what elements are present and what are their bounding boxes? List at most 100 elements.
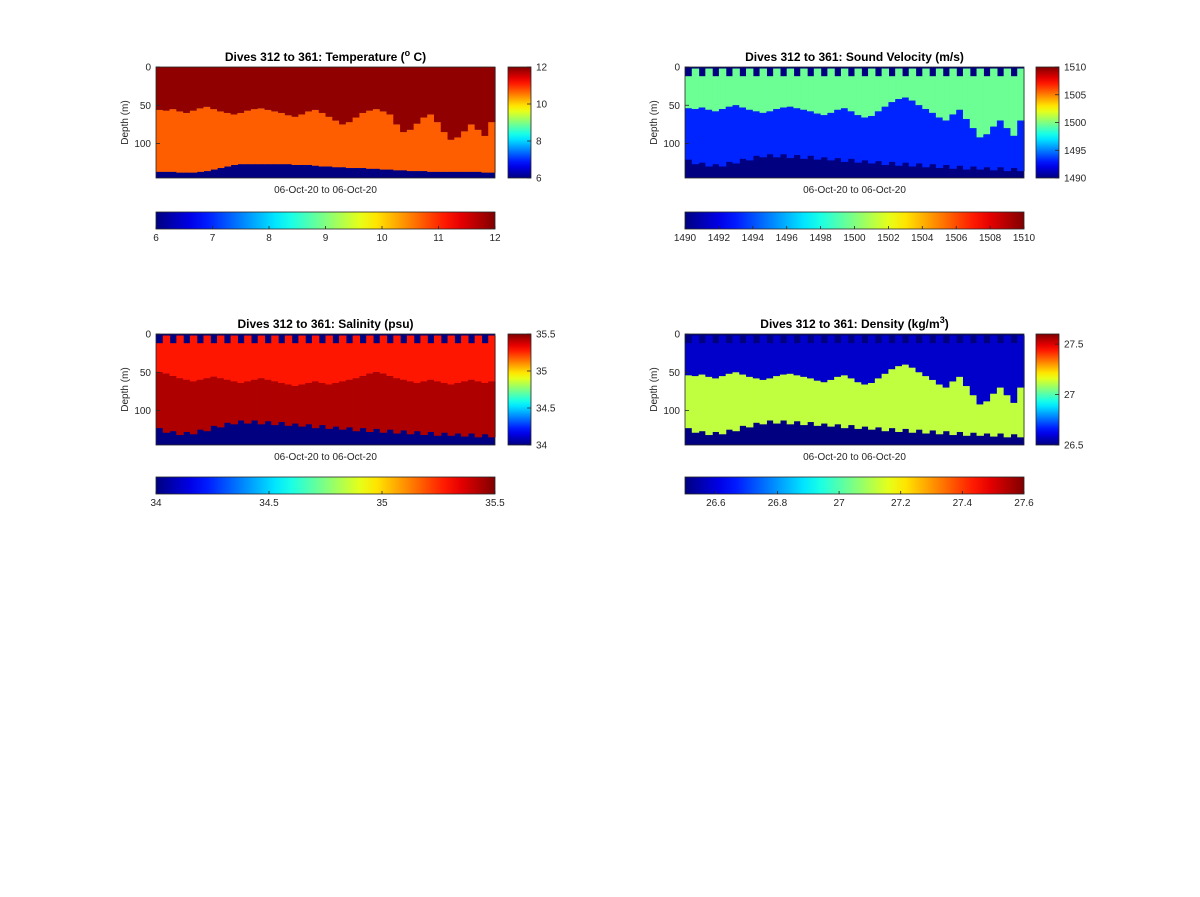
heatmap-cell-lower (990, 126, 998, 171)
heatmap-cell-upper (759, 335, 767, 380)
heatmap-cell-lower (278, 112, 286, 165)
y-tick-label: 0 (145, 63, 151, 74)
heatmap-cell-upper (284, 335, 293, 385)
heatmap-cell-lower (834, 109, 842, 159)
heatmap-cell-upper (820, 343, 828, 383)
heatmap-cell-upper (786, 68, 795, 107)
heatmap-cell-upper (264, 343, 272, 380)
heatmap-cell-lower (393, 378, 401, 434)
heatmap-cell-upper (691, 335, 700, 377)
heatmap-cell-upper (779, 76, 788, 108)
heatmap-cell-upper (759, 68, 767, 113)
heatmap-cell-lower (786, 106, 795, 159)
y-tick-label: 0 (674, 63, 680, 74)
heatmap-cell-upper (461, 67, 469, 132)
heatmap-cell-lower (969, 395, 978, 433)
heatmap-cell-lower (739, 107, 747, 159)
bottom-colorbar-tick-label: 27.6 (1014, 498, 1034, 509)
heatmap-cell-upper (949, 68, 957, 115)
heatmap-cell-upper (895, 68, 903, 100)
heatmap-cell-upper (162, 335, 171, 374)
heatmap-cell-lower (929, 112, 937, 165)
heatmap-cell-lower (244, 381, 252, 424)
heatmap-cell-upper (840, 335, 849, 376)
heatmap-cell-upper (868, 335, 876, 383)
heatmap-cell-lower (881, 106, 889, 165)
heatmap-cell-lower (257, 108, 266, 165)
side-colorbar (507, 66, 532, 179)
heatmap-cell-lower (746, 376, 754, 428)
heatmap-cell-upper (169, 343, 177, 377)
heatmap-cell-upper (217, 67, 225, 112)
heatmap-cell-lower (990, 393, 998, 437)
heatmap-cell-lower (949, 114, 957, 169)
heatmap-cell-lower (264, 109, 272, 165)
heatmap-cell-lower (372, 109, 381, 169)
heatmap-cell-upper (895, 335, 903, 367)
title-part: Dives 312 to 361: Sound Velocity (m/s) (745, 50, 964, 64)
heatmap-cell-upper (712, 343, 720, 379)
heatmap-cell-upper (990, 68, 998, 127)
heatmap-cell-lower (813, 380, 822, 426)
heatmap-cell-upper (284, 67, 293, 116)
heatmap-cell-lower (732, 372, 740, 432)
heatmap-cell-lower (366, 110, 374, 169)
heatmap-cell-upper (732, 335, 740, 373)
heatmap-cell-upper (793, 343, 801, 376)
heatmap-cell-lower (196, 108, 205, 172)
heatmap-cell-lower (271, 111, 279, 165)
heatmap-cell-upper (332, 67, 340, 121)
heatmap-cell-upper (298, 67, 306, 115)
heatmap-cell-lower (183, 379, 191, 432)
heatmap-cell-upper (901, 343, 910, 365)
heatmap-cell-upper (725, 343, 734, 374)
heatmap-cell-upper (230, 335, 238, 382)
title-part: 3 (940, 315, 945, 325)
heatmap-cell-upper (237, 67, 245, 113)
heatmap-cell-upper (786, 335, 795, 374)
bottom-colorbar-tick-label: 27 (834, 498, 846, 509)
heatmap-cell-lower (820, 115, 828, 158)
heatmap-cell-lower (359, 112, 367, 169)
chart-title: Dives 312 to 361: Salinity (psu) (237, 317, 413, 331)
heatmap-cell-upper (433, 67, 442, 123)
heatmap-cell-lower (691, 376, 700, 433)
heatmap-cell-lower (1010, 135, 1018, 169)
heatmap-cell-upper (223, 67, 232, 113)
heatmap-cell-lower (725, 373, 734, 430)
heatmap-cell-lower (345, 379, 354, 428)
heatmap-cell-lower (203, 106, 211, 172)
heatmap-cell-upper (847, 76, 856, 112)
bottom-colorbar-tick-label: 1492 (708, 233, 731, 244)
heatmap-cell-upper (440, 343, 449, 383)
heatmap-cell-lower (474, 129, 483, 172)
heatmap-cell-lower (339, 124, 347, 168)
heatmap-cell-upper (400, 67, 408, 133)
bottom-colorbar-tick-label: 1508 (979, 233, 1002, 244)
heatmap-cell-upper (827, 68, 835, 113)
heatmap-cell-lower (488, 381, 496, 438)
heatmap-cell-lower (298, 384, 306, 427)
heatmap-cells (156, 335, 496, 438)
side-colorbar-tick-label: 35 (536, 367, 548, 378)
heatmap-cell-lower (189, 110, 198, 173)
heatmap-cell-upper (454, 67, 462, 138)
heatmap-cell-upper (827, 335, 835, 380)
heatmap-cell-lower (759, 112, 767, 158)
heatmap-cell-upper (420, 335, 428, 382)
heatmap-cell-lower (840, 375, 849, 429)
heatmap-cell-lower (962, 119, 971, 170)
heatmap-cell-upper (752, 343, 761, 379)
heatmap-cell-lower (176, 378, 184, 436)
heatmap-cell-lower (996, 387, 1005, 434)
y-tick-label: 50 (140, 101, 152, 112)
title-part: o (405, 48, 411, 58)
bottom-colorbar-tick-label: 1498 (809, 233, 832, 244)
heatmap-cell-upper (250, 67, 259, 110)
heatmap-cell-upper (176, 335, 184, 379)
heatmap-cell-lower (800, 109, 808, 159)
heatmap-cell-lower (223, 379, 232, 423)
side-colorbar-tick-label: 1500 (1064, 118, 1087, 129)
